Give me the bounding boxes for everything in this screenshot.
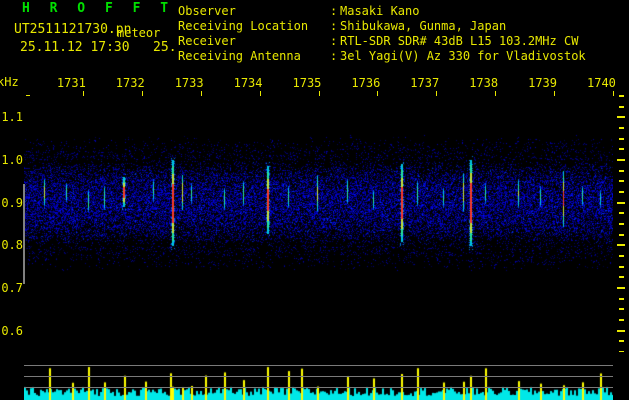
metadata-value: RTL-SDR SDR# 43dB L15 103.2MHz CW xyxy=(340,34,579,48)
right-axis-major-tick xyxy=(617,244,625,247)
right-axis-minor-tick xyxy=(619,169,624,172)
metadata-block: Observer: Masaki Kano Receiving Location: S… xyxy=(178,4,586,64)
metadata-colon: : xyxy=(330,19,338,33)
right-axis-minor-tick xyxy=(619,105,624,108)
spectrogram-plot xyxy=(24,96,613,352)
metadata-row: Receiver: RTL-SDR SDR# 43dB L15 103.2MHz … xyxy=(178,34,586,49)
right-axis-major-tick xyxy=(617,159,625,161)
y-axis-label: 0.6 xyxy=(1,323,23,338)
time-axis-tick xyxy=(554,91,556,96)
time-axis-tick xyxy=(200,91,202,96)
right-axis-minor-tick xyxy=(619,340,624,343)
time-axis-tick xyxy=(436,91,438,96)
noise-band-left-rule xyxy=(23,184,25,284)
metadata-value: Masaki Kano xyxy=(340,4,420,18)
metadata-row: Receiving Antenna:3el Yagi(V) Az 330 for… xyxy=(178,49,586,64)
y-axis-label: 0.7 xyxy=(1,281,23,295)
right-axis-minor-tick xyxy=(619,319,624,321)
time-axis-tick xyxy=(495,91,497,96)
metadata-key: Receiver xyxy=(178,34,236,48)
right-axis-minor-tick xyxy=(619,255,624,257)
time-axis-label: 1737 xyxy=(410,76,440,90)
time-axis-label: 1733 xyxy=(174,76,204,90)
right-axis-minor-tick xyxy=(619,308,624,311)
y-axis-label: 1.1 xyxy=(1,110,23,125)
right-axis-major-tick xyxy=(617,287,625,289)
echo-count-panel xyxy=(0,352,629,400)
time-axis-tick xyxy=(613,91,614,96)
header: H R O F F T UT2511121730.pn meteor 25.11… xyxy=(0,0,629,70)
time-axis-label: 1735 xyxy=(292,76,322,90)
overlay-mode-label: meteor xyxy=(117,26,161,40)
time-axis-label: 1739 xyxy=(528,76,557,90)
datetime-label: 25.11.12 17:30 25. xyxy=(20,40,177,55)
time-axis-tick xyxy=(377,91,379,96)
right-axis-minor-tick xyxy=(619,233,624,236)
spectrogram-canvas xyxy=(24,96,613,352)
metadata-colon: : xyxy=(330,4,338,18)
right-axis-minor-tick xyxy=(619,276,624,279)
right-axis-minor-tick xyxy=(619,180,624,183)
count-panel-gridline xyxy=(24,365,613,366)
filename-label: UT2511121730.pn xyxy=(14,22,132,37)
time-axis-label: 1731 xyxy=(56,76,86,90)
metadata-colon: : xyxy=(330,49,338,63)
time-axis-tick xyxy=(318,91,320,96)
time-axis-tick xyxy=(82,91,84,96)
right-axis-minor-tick xyxy=(619,212,624,215)
metadata-row: Observer: Masaki Kano xyxy=(178,4,586,19)
metadata-key: Observer xyxy=(178,4,236,18)
right-axis-major-tick xyxy=(617,329,625,332)
right-axis-major-tick xyxy=(617,201,625,204)
time-axis-label: 1732 xyxy=(115,76,145,90)
y-axis-label: 1.0 xyxy=(1,153,23,167)
right-axis-minor-tick xyxy=(619,223,624,225)
right-axis-ticks xyxy=(615,70,629,400)
time-axis: 1731 1732 1733 1734 1735 1736 1737 1738 1739 1740 xyxy=(0,76,629,96)
count-panel-gridline xyxy=(24,387,613,388)
time-axis-label: 1734 xyxy=(233,76,263,90)
right-axis-minor-tick xyxy=(619,95,624,97)
metadata-value: Shibukawa, Gunma, Japan xyxy=(340,19,507,33)
time-axis-label: 1740 xyxy=(587,76,616,90)
y-axis-label: 0.9 xyxy=(1,195,23,210)
right-axis-minor-tick xyxy=(619,148,624,151)
metadata-colon: : xyxy=(330,34,338,48)
metadata-key: Receiving Antenna xyxy=(178,49,301,63)
metadata-key: Receiving Location xyxy=(178,19,309,33)
right-axis-minor-tick xyxy=(619,137,624,140)
y-axis-unit-label: kHz xyxy=(0,75,19,89)
right-axis-minor-tick xyxy=(619,297,624,300)
y-axis-label: 0.8 xyxy=(1,238,23,253)
right-axis-major-tick xyxy=(617,116,625,119)
time-axis-label: 1738 xyxy=(469,76,499,90)
right-axis-minor-tick xyxy=(619,191,624,193)
time-axis-label: 1736 xyxy=(351,76,381,90)
count-panel-gridline xyxy=(24,376,613,377)
time-axis-tick xyxy=(141,91,143,96)
metadata-row: Receiving Location: Shibukawa, Gunma, Jap… xyxy=(178,19,586,34)
app-title: H R O F F T xyxy=(22,1,175,16)
right-axis-minor-tick xyxy=(619,265,624,268)
time-axis-tick xyxy=(259,91,261,96)
right-axis-minor-tick xyxy=(619,127,624,129)
metadata-value: 3el Yagi(V) Az 330 for Vladivostok xyxy=(340,49,586,63)
